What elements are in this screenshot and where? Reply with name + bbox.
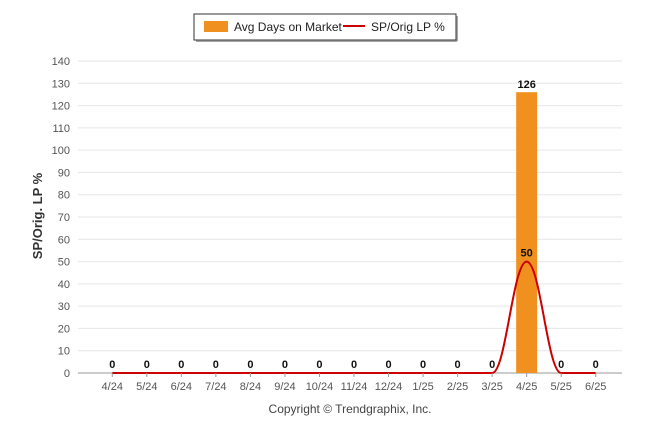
x-tick-label: 1/25 (412, 381, 433, 393)
bar-data-label: 126 (517, 79, 535, 91)
y-axis-label: SP/Orig. LP % (30, 172, 45, 259)
y-tick-label: 10 (58, 346, 70, 358)
bar-data-label: 0 (282, 359, 288, 371)
y-tick-label: 100 (52, 145, 70, 157)
y-tick-label: 80 (58, 190, 70, 202)
copyright-text: Copyright © Trendgraphix, Inc. (269, 402, 432, 416)
bar-data-label: 0 (385, 359, 391, 371)
x-axis-ticks: 4/24 5/24 6/24 7/24 8/24 9/24 10/24 11/24 12/24 1… (102, 373, 606, 393)
bar-data-label: 0 (316, 359, 322, 371)
bar-data-label: 0 (420, 359, 426, 371)
legend-label-line: SP/Orig LP % (371, 20, 445, 34)
x-tick-label: 12/24 (375, 381, 403, 393)
y-tick-label: 50 (58, 257, 70, 269)
legend-box (193, 13, 457, 41)
line-data-label: 50 (521, 248, 533, 260)
x-tick-label: 11/24 (341, 381, 368, 393)
x-tick-label: 4/24 (102, 381, 123, 393)
legend-label-bar: Avg Days on Market (234, 20, 342, 34)
y-tick-label: 110 (52, 123, 70, 135)
bar (516, 92, 538, 373)
legend: Avg Days on Market SP/Orig LP % (193, 13, 458, 42)
x-tick-label: 6/24 (171, 381, 192, 393)
bar-data-label: 0 (558, 359, 564, 371)
bar-data-label: 0 (109, 359, 115, 371)
bar-data-label: 0 (351, 359, 357, 371)
x-tick-label: 3/25 (481, 381, 502, 393)
bar-data-label: 0 (144, 359, 150, 371)
x-tick-label: 8/24 (240, 381, 261, 393)
x-tick-label: 6/25 (585, 381, 606, 393)
legend-swatch-bar (204, 21, 228, 32)
x-tick-label: 5/24 (136, 381, 157, 393)
bar-data-label: 0 (247, 359, 253, 371)
data-labels: 0 0 0 0 0 0 0 0 0 0 0 0 126 0 0 50 (109, 79, 599, 371)
series-line (112, 260, 596, 374)
y-tick-label: 60 (58, 234, 70, 246)
x-tick-label: 7/24 (205, 381, 226, 393)
x-tick-label: 9/24 (274, 381, 295, 393)
bar-data-label: 0 (593, 359, 599, 371)
bar-data-label: 0 (455, 359, 461, 371)
series-line-path (112, 260, 596, 374)
y-tick-label: 130 (52, 78, 70, 90)
y-tick-label: 120 (52, 101, 70, 113)
y-tick-label: 30 (58, 301, 70, 313)
y-tick-label: 0 (64, 368, 70, 380)
bar-data-label: 0 (213, 359, 219, 371)
bars (516, 92, 538, 373)
x-tick-label: 10/24 (306, 381, 334, 393)
y-tick-label: 40 (58, 279, 70, 291)
y-tick-label: 20 (58, 323, 70, 335)
x-tick-label: 4/25 (516, 381, 537, 393)
bar-data-label: 0 (178, 359, 184, 371)
bar-data-label: 0 (489, 359, 495, 371)
y-tick-label: 70 (58, 212, 70, 224)
x-tick-label: 5/25 (550, 381, 571, 393)
y-tick-label: 90 (58, 167, 70, 179)
y-axis-ticks: 0 10 20 30 40 50 60 70 80 90 100 110 120 130 140 (52, 56, 70, 380)
y-tick-label: 140 (52, 56, 70, 68)
x-tick-label: 2/25 (447, 381, 468, 393)
